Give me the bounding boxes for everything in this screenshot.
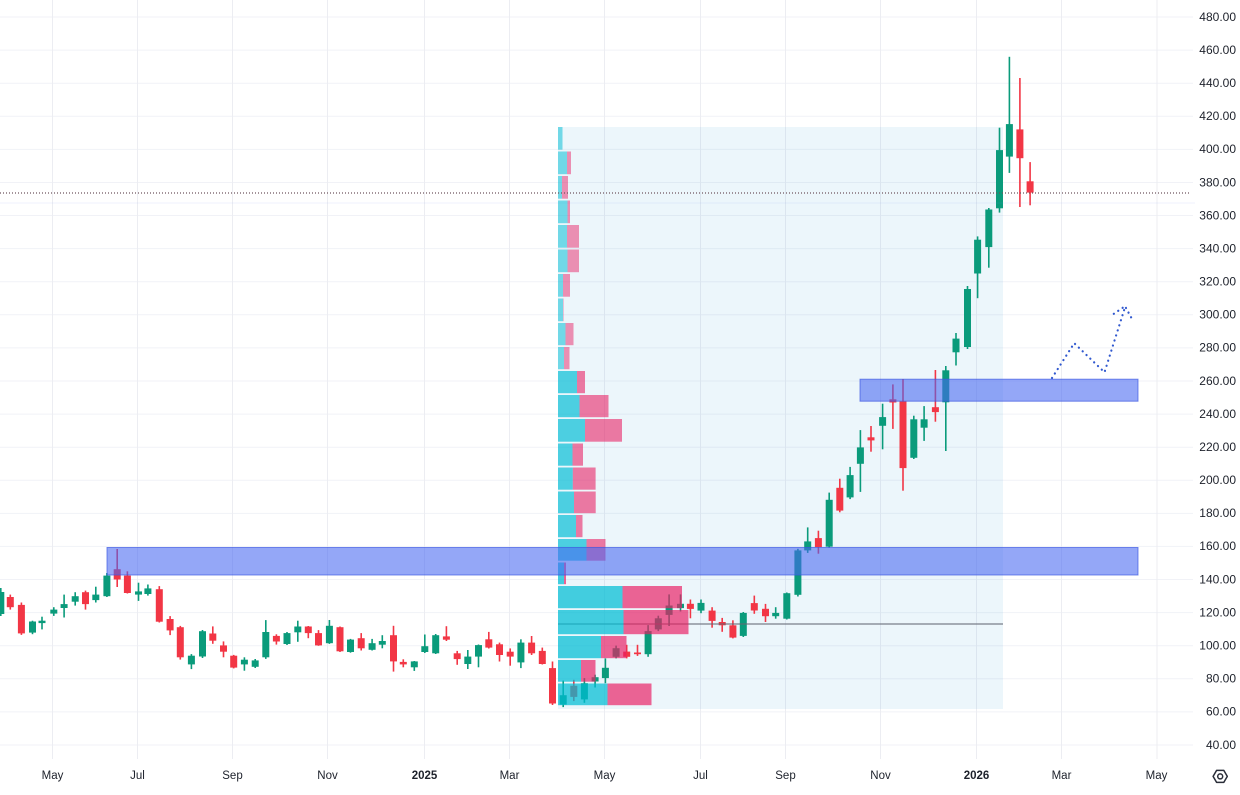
- svg-text:60.00: 60.00: [1206, 705, 1236, 719]
- svg-text:320.00: 320.00: [1199, 275, 1236, 289]
- svg-text:May: May: [42, 770, 64, 782]
- svg-text:340.00: 340.00: [1199, 241, 1236, 255]
- svg-text:Mar: Mar: [1052, 770, 1072, 782]
- svg-text:400.00: 400.00: [1199, 142, 1236, 156]
- svg-text:140.00: 140.00: [1199, 572, 1236, 586]
- svg-text:380.00: 380.00: [1199, 175, 1236, 189]
- svg-text:220.00: 220.00: [1199, 440, 1236, 454]
- svg-text:Mar: Mar: [500, 770, 520, 782]
- svg-text:May: May: [594, 770, 616, 782]
- svg-text:120.00: 120.00: [1199, 605, 1236, 619]
- svg-text:180.00: 180.00: [1199, 506, 1236, 520]
- svg-text:2025: 2025: [412, 770, 438, 782]
- svg-text:40.00: 40.00: [1206, 738, 1236, 752]
- svg-text:Sep: Sep: [222, 770, 242, 782]
- svg-text:2026: 2026: [964, 770, 990, 782]
- svg-text:Sep: Sep: [775, 770, 795, 782]
- svg-text:80.00: 80.00: [1206, 672, 1236, 686]
- svg-text:May: May: [1146, 770, 1168, 782]
- svg-text:480.00: 480.00: [1199, 10, 1236, 24]
- svg-text:300.00: 300.00: [1199, 308, 1236, 322]
- svg-text:280.00: 280.00: [1199, 341, 1236, 355]
- svg-text:Jul: Jul: [693, 770, 708, 782]
- svg-text:460.00: 460.00: [1199, 43, 1236, 57]
- svg-text:Jul: Jul: [130, 770, 145, 782]
- svg-text:260.00: 260.00: [1199, 374, 1236, 388]
- svg-text:440.00: 440.00: [1199, 76, 1236, 90]
- svg-text:160.00: 160.00: [1199, 539, 1236, 553]
- svg-text:240.00: 240.00: [1199, 407, 1236, 421]
- svg-text:420.00: 420.00: [1199, 109, 1236, 123]
- svg-text:Nov: Nov: [870, 770, 891, 782]
- svg-text:360.00: 360.00: [1199, 208, 1236, 222]
- svg-text:Nov: Nov: [317, 770, 338, 782]
- svg-text:200.00: 200.00: [1199, 473, 1236, 487]
- svg-text:100.00: 100.00: [1199, 639, 1236, 653]
